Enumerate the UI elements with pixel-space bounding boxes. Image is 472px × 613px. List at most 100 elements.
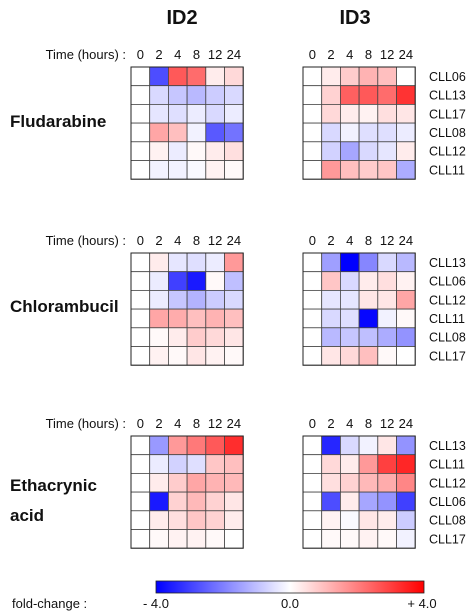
- heatmap-cell: [377, 472, 397, 493]
- heatmap-cell: [396, 529, 416, 549]
- row-label: CLL13: [429, 89, 466, 103]
- heatmap-cell: [205, 529, 225, 549]
- timepoint-label: 2: [327, 416, 334, 431]
- heatmap-cell: [186, 66, 207, 87]
- heatmap-cell: [321, 252, 341, 273]
- heatmap-cell: [377, 308, 397, 329]
- heatmap-cell: [149, 122, 169, 143]
- heatmap-cell: [302, 308, 323, 329]
- heatmap-cell: [396, 308, 416, 329]
- timepoint-label: 24: [227, 47, 241, 62]
- heatmap-cell: [167, 141, 188, 161]
- heatmap-cell: [339, 327, 360, 347]
- heatmap-cell: [358, 160, 379, 180]
- colorbar-tick: 0.0: [281, 596, 299, 611]
- heatmap-cell: [149, 104, 169, 124]
- heatmap-cell: [205, 122, 225, 143]
- heatmap-cell: [130, 252, 151, 273]
- heatmap-cell: [130, 289, 151, 310]
- heatmap-cell: [149, 510, 169, 530]
- heatmap-cell: [396, 122, 416, 143]
- heatmap-cell: [396, 104, 416, 124]
- heatmap-cell: [130, 141, 151, 161]
- timepoint-label: 24: [227, 233, 241, 248]
- heatmap-cell: [358, 491, 379, 512]
- heatmap-cell: [224, 122, 244, 143]
- heatmap-cell: [205, 85, 225, 105]
- heatmap-cell: [396, 472, 416, 493]
- timepoint-label: 0: [309, 233, 316, 248]
- heatmap-cell: [396, 66, 416, 87]
- timepoint-label: 4: [174, 233, 181, 248]
- row-label: CLL17: [429, 532, 466, 546]
- heatmap-cell: [321, 141, 341, 161]
- heatmap-cell: [224, 472, 244, 493]
- heatmap-cell: [321, 435, 341, 456]
- timepoint-label: 12: [208, 47, 222, 62]
- heatmap-cell: [186, 252, 207, 273]
- heatmap-cell: [224, 104, 244, 124]
- heatmap-cell: [339, 454, 360, 474]
- heatmap-cell: [149, 271, 169, 291]
- time-axis-label: Time (hours) :: [46, 233, 126, 248]
- heatmap-cell: [130, 454, 151, 474]
- heatmap-cell: [321, 308, 341, 329]
- heatmap-cell: [321, 529, 341, 549]
- timepoint-label: 12: [380, 416, 394, 431]
- heatmap-cell: [396, 435, 416, 456]
- colorbar-tick: + 4.0: [407, 596, 436, 611]
- heatmap-cell: [339, 308, 360, 329]
- heatmap-cell: [167, 346, 188, 366]
- heatmap-cell: [396, 327, 416, 347]
- heatmap-cell: [339, 289, 360, 310]
- heatmap-cell: [358, 252, 379, 273]
- heatmap-cell: [377, 491, 397, 512]
- timepoint-label: 0: [309, 47, 316, 62]
- heatmap-cell: [377, 122, 397, 143]
- drug-label: acid: [10, 506, 44, 525]
- heatmap-cell: [396, 289, 416, 310]
- timepoint-label: 2: [155, 47, 162, 62]
- heatmap-cell: [149, 308, 169, 329]
- timepoint-label: 0: [137, 233, 144, 248]
- heatmap-cell: [186, 454, 207, 474]
- heatmap-cell: [186, 491, 207, 512]
- heatmap-cell: [186, 327, 207, 347]
- timepoint-label: 8: [365, 233, 372, 248]
- heatmap-cell: [130, 160, 151, 180]
- heatmap-border: [302, 252, 416, 366]
- timepoint-label: 8: [193, 47, 200, 62]
- heatmap-cell: [339, 271, 360, 291]
- heatmap-cell: [377, 435, 397, 456]
- heatmap-cell: [396, 491, 416, 512]
- timepoint-label: 4: [346, 416, 353, 431]
- heatmap-cell: [321, 122, 341, 143]
- timepoint-label: 8: [193, 416, 200, 431]
- heatmap-cell: [130, 85, 151, 105]
- heatmap-border: [130, 435, 244, 549]
- row-label: CLL06: [429, 275, 466, 289]
- timepoint-label: 12: [380, 47, 394, 62]
- heatmap-cell: [186, 104, 207, 124]
- heatmap-border: [302, 435, 416, 549]
- heatmap-cell: [224, 271, 244, 291]
- heatmap-cell: [186, 141, 207, 161]
- heatmap-cell: [224, 308, 244, 329]
- heatmap-cell: [321, 85, 341, 105]
- heatmap-cell: [339, 510, 360, 530]
- timepoint-label: 4: [346, 233, 353, 248]
- heatmap-cell: [339, 252, 360, 273]
- heatmap-cell: [205, 346, 225, 366]
- timepoint-label: 4: [174, 47, 181, 62]
- heatmap-cell: [339, 346, 360, 366]
- colorbar-tick: - 4.0: [143, 596, 169, 611]
- row-label: CLL08: [429, 331, 466, 345]
- timepoint-label: 4: [174, 416, 181, 431]
- row-label: CLL12: [429, 476, 466, 490]
- row-label: CLL08: [429, 126, 466, 140]
- heatmap-cell: [167, 308, 188, 329]
- heatmap-cell: [321, 346, 341, 366]
- heatmap-cell: [358, 346, 379, 366]
- heatmap-cell: [377, 289, 397, 310]
- heatmap-cell: [302, 160, 323, 180]
